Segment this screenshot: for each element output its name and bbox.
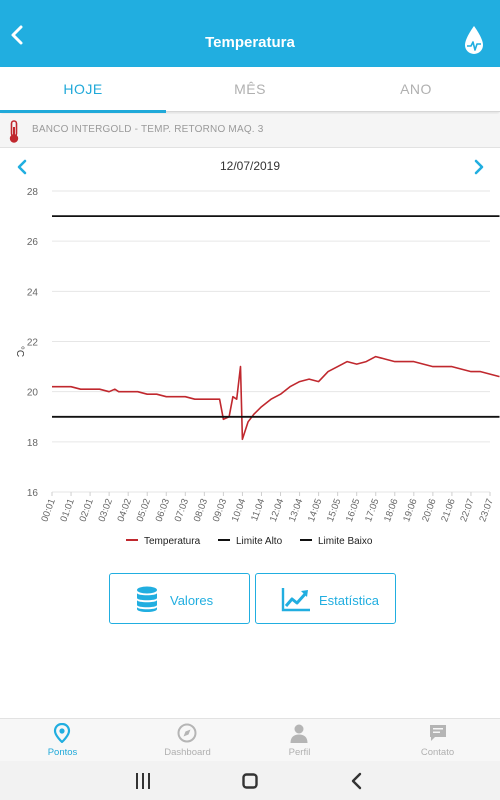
water-drop-chart-icon <box>465 26 483 54</box>
nav-pontos-label: Pontos <box>47 747 78 758</box>
period-tabs: HOJE MÊS ANO <box>0 67 500 113</box>
x-tick-label: 23:07 <box>477 497 495 523</box>
y-axis-label: °C <box>14 346 25 357</box>
database-icon <box>137 586 157 612</box>
x-tick-label: 15:05 <box>325 497 343 523</box>
system-navigation-bar <box>0 761 500 800</box>
x-tick-label: 20:06 <box>420 497 438 523</box>
x-tick-label: 22:07 <box>458 497 476 523</box>
bottom-navigation: Pontos Dashboard Perfil Contato <box>0 718 500 761</box>
tab-hoje[interactable]: HOJE <box>0 67 166 113</box>
point-name: BANCO INTERGOLD - TEMP. RETORNO MAQ. 3 <box>32 124 264 135</box>
nav-perfil[interactable]: Perfil <box>237 719 362 762</box>
x-tick-label: 13:04 <box>287 497 305 523</box>
y-tick-label: 16 <box>27 488 39 499</box>
nav-contato-label: Contato <box>420 747 455 758</box>
chat-icon <box>430 725 446 741</box>
estatistica-button[interactable]: Estatística <box>255 573 396 624</box>
series-line-temperatura <box>52 355 500 441</box>
y-tick-label: 20 <box>27 388 39 399</box>
nav-pontos[interactable]: Pontos <box>0 719 125 762</box>
x-tick-label: 06:03 <box>154 497 172 523</box>
x-tick-label: 19:06 <box>401 497 419 523</box>
temperature-line-chart: 16 18 20 22 24 26 28 °C 00:01 01:01 02:01 03:02 04:0… <box>14 187 500 547</box>
nav-contato[interactable]: Contato <box>375 719 500 762</box>
back-arrow-icon[interactable] <box>347 771 367 791</box>
tab-ano[interactable]: ANO <box>400 81 432 97</box>
x-tick-label: 18:06 <box>382 497 400 523</box>
y-tick-label: 28 <box>27 187 39 198</box>
recents-icon[interactable] <box>133 771 153 791</box>
location-pin-icon <box>53 723 71 743</box>
x-tick-label: 21:06 <box>439 497 457 523</box>
x-tick-label: 04:02 <box>116 497 134 523</box>
x-tick-label: 09:03 <box>211 497 229 523</box>
legend-label: Limite Baixo <box>318 536 373 547</box>
y-tick-label: 24 <box>27 287 39 298</box>
x-tick-label: 05:02 <box>135 497 153 523</box>
x-tick-label: 17:05 <box>363 497 381 523</box>
back-chevron-icon[interactable] <box>6 24 28 46</box>
nav-dashboard-label: Dashboard <box>164 747 211 758</box>
current-date: 12/07/2019 <box>219 159 281 173</box>
x-tick-label: 00:01 <box>39 497 57 523</box>
nav-perfil-label: Perfil <box>288 747 311 758</box>
top-app-bar: Temperatura <box>0 0 500 67</box>
x-tick-label: 07:03 <box>173 497 191 523</box>
legend-label: Limite Alto <box>236 536 283 547</box>
tab-mes[interactable]: MÊS <box>234 81 266 97</box>
trend-chart-icon <box>281 588 310 612</box>
action-buttons: Valores Estatística <box>0 573 500 625</box>
y-tick-label: 18 <box>27 438 39 449</box>
estatistica-label: Estatística <box>319 593 379 608</box>
point-info-bar: BANCO INTERGOLD - TEMP. RETORNO MAQ. 3 <box>0 114 500 148</box>
page-title: Temperatura <box>205 34 295 51</box>
x-tick-label: 08:03 <box>192 497 210 523</box>
valores-label: Valores <box>170 593 214 608</box>
next-date-chevron-icon[interactable] <box>472 159 486 175</box>
x-tick-label: 01:01 <box>58 497 76 523</box>
valores-button[interactable]: Valores <box>109 573 250 624</box>
legend-label: Temperatura <box>144 536 201 547</box>
nav-dashboard[interactable]: Dashboard <box>125 719 250 762</box>
x-tick-label: 10:04 <box>230 497 248 523</box>
thermometer-icon <box>9 120 19 143</box>
date-navigator: 12/07/2019 <box>0 154 500 180</box>
home-square-icon[interactable] <box>240 771 260 791</box>
x-tick-label: 03:02 <box>96 497 114 523</box>
x-tick-label: 14:05 <box>306 497 324 523</box>
prev-date-chevron-icon[interactable] <box>15 159 29 175</box>
y-tick-label: 22 <box>27 338 39 349</box>
x-tick-label: 12:04 <box>268 497 286 523</box>
x-tick-label: 02:01 <box>77 497 95 523</box>
x-tick-label: 11:04 <box>249 497 267 522</box>
x-tick-label: 16:05 <box>344 497 362 523</box>
user-icon <box>290 724 308 743</box>
y-tick-label: 26 <box>27 237 39 248</box>
compass-icon <box>177 723 197 743</box>
